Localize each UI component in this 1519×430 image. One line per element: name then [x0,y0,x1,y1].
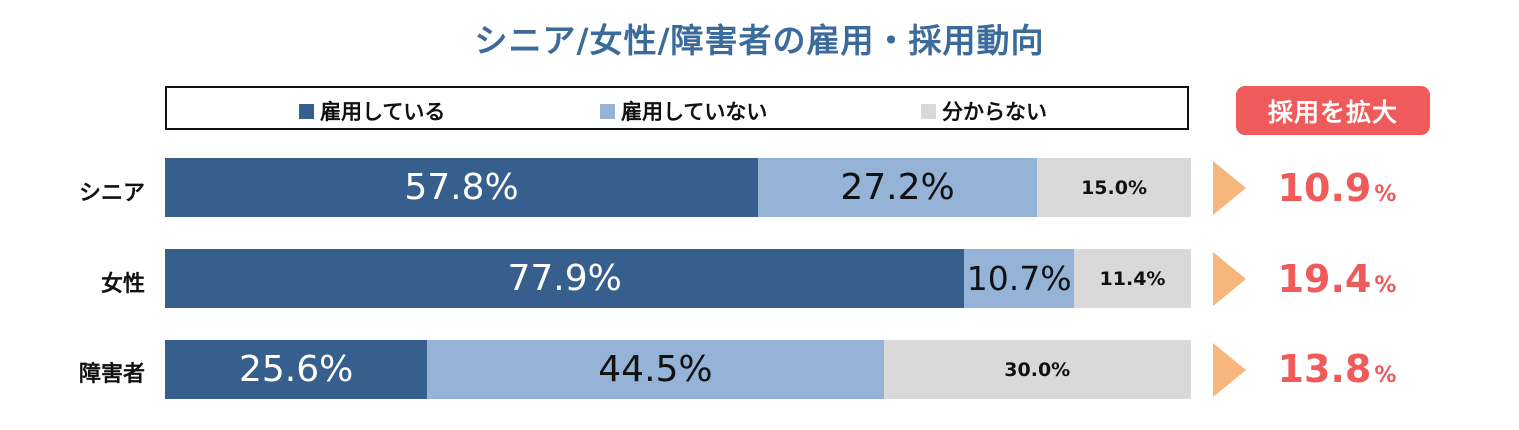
legend-swatch-not-employed [600,103,615,119]
expand-rate: 19.4% [1262,257,1412,301]
legend-item-employed: 雇用している [299,96,445,126]
bar-row: 57.8% 27.2% 15.0% [165,158,1191,217]
bar-segment-unknown: 11.4% [1074,249,1191,308]
expand-hiring-badge: 採用を拡大 [1236,86,1430,135]
legend-label-not-employed: 雇用していない [621,100,768,124]
bar-row: 25.6% 44.5% 30.0% [165,340,1192,399]
bar-segment-employed: 57.8% [165,158,759,217]
expand-rate: 13.8% [1262,347,1412,391]
data-label: 11.4% [1099,267,1166,290]
arrow-icon [1213,161,1246,215]
expand-rate-value: 19.4 [1277,257,1372,301]
bar-segment-unknown: 15.0% [1037,158,1191,217]
row-label-women: 女性 [100,272,145,297]
legend-label-employed: 雇用している [320,100,446,124]
data-label: 44.5% [598,349,713,390]
expand-rate-value: 10.9 [1277,166,1372,210]
data-label: 30.0% [1004,358,1071,381]
chart-title: シニア/女性/障害者の雇用・採用動向 [474,21,1045,60]
bar-segment-not-employed: 10.7% [964,249,1075,308]
data-label: 57.8% [404,167,519,208]
bar-segment-not-employed: 44.5% [427,340,884,399]
expand-rate-unit: % [1374,182,1397,207]
expand-rate: 10.9% [1262,166,1412,210]
legend-item-not-employed: 雇用していない [600,96,767,126]
data-label: 77.9% [507,258,622,299]
bar-segment-employed: 77.9% [165,249,965,308]
bar-row: 77.9% 10.7% 11.4% [165,249,1191,308]
data-label: 15.0% [1081,176,1147,199]
legend-swatch-unknown [921,103,936,119]
row-label-senior: シニア [78,181,145,206]
arrow-icon [1213,252,1246,306]
data-label: 27.2% [840,167,955,208]
bar-segment-unknown: 30.0% [883,340,1192,399]
legend: 雇用している 雇用していない 分からない [165,86,1189,130]
data-label: 10.7% [966,259,1072,298]
bar-segment-employed: 25.6% [165,340,428,399]
expand-rate-unit: % [1374,273,1397,298]
expand-rate-unit: % [1374,363,1397,388]
expand-rate-value: 13.8 [1277,347,1372,391]
legend-item-unknown: 分からない [921,96,1047,126]
legend-swatch-employed [299,103,314,119]
row-label-disabled: 障害者 [78,362,145,387]
data-label: 25.6% [239,349,354,390]
arrow-icon [1213,343,1246,397]
legend-label-unknown: 分からない [942,100,1047,124]
bar-segment-not-employed: 27.2% [758,158,1038,217]
